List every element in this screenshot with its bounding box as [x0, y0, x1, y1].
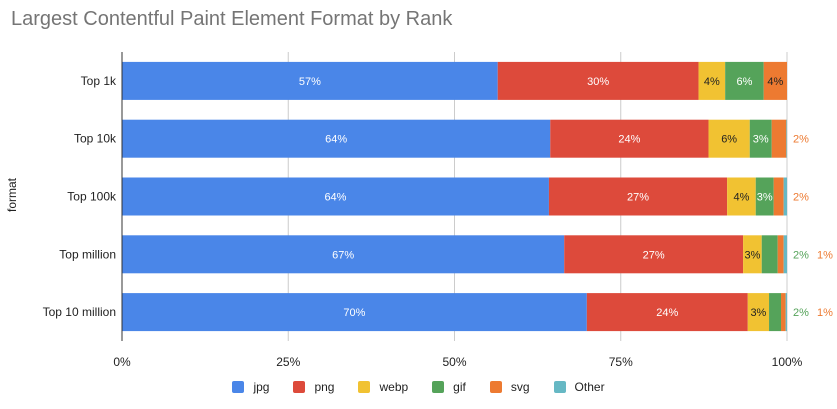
x-tick-label: 75% — [609, 355, 633, 369]
legend-swatch — [358, 381, 371, 393]
data-label: 1% — [817, 307, 833, 319]
bar-segment-png — [497, 61, 699, 100]
data-label: 2% — [793, 249, 809, 261]
data-label: 24% — [618, 134, 640, 146]
data-label: 70% — [343, 307, 365, 319]
legend-swatch — [489, 381, 502, 393]
bar-segment-jpg — [122, 293, 587, 332]
legend-item-gif[interactable]: gif — [432, 380, 466, 394]
bar-segment-gif — [769, 293, 782, 332]
category-label: Top 10 million — [43, 305, 116, 319]
x-tick-label: 100% — [772, 355, 803, 369]
legend-label: svg — [510, 380, 530, 394]
data-label: 27% — [627, 192, 649, 204]
bar-segment-other — [785, 293, 787, 332]
bar-segment-webp — [727, 177, 756, 216]
bar-segment-other — [783, 177, 787, 216]
bar-segment-png — [564, 235, 744, 274]
bar-segment-jpg — [122, 61, 498, 100]
data-label: 67% — [332, 249, 354, 261]
data-label: 27% — [643, 249, 665, 261]
data-label: 6% — [736, 76, 752, 88]
x-tick-label: 25% — [276, 355, 300, 369]
legend-item-webp[interactable]: webp — [358, 380, 408, 394]
category-label: Top million — [59, 247, 116, 261]
category-label: Top 1k — [81, 74, 117, 88]
legend: jpg png webp gif svg Other — [0, 380, 837, 394]
category-label: Top 100k — [67, 190, 117, 204]
chart-title: Largest Contentful Paint Element Format … — [11, 8, 453, 30]
data-label: 24% — [656, 307, 678, 319]
bar-segment-jpg — [122, 119, 551, 158]
legend-swatch — [553, 381, 566, 393]
bar-segment-webp — [698, 61, 726, 100]
bar-segment-svg — [777, 235, 784, 274]
data-label: 4% — [733, 192, 749, 204]
data-label: 3% — [757, 192, 773, 204]
bar-segment-png — [550, 119, 709, 158]
data-label: 2% — [793, 192, 809, 204]
data-label: 3% — [744, 249, 760, 261]
x-tick-label: 0% — [113, 355, 131, 369]
data-label: 64% — [325, 134, 347, 146]
bar-segment-svg — [771, 119, 787, 158]
data-label: 4% — [704, 76, 720, 88]
x-tick-label: 50% — [442, 355, 466, 369]
category-label: Top 10k — [74, 132, 117, 146]
legend-label: jpg — [253, 380, 270, 394]
legend-item-other[interactable]: Other — [553, 380, 605, 394]
bar-segment-other — [786, 119, 787, 158]
bar-segment-png — [586, 293, 748, 332]
legend-item-png[interactable]: png — [293, 380, 334, 394]
data-label: 30% — [587, 76, 609, 88]
data-label: 6% — [721, 134, 737, 146]
bar-segment-webp — [743, 235, 762, 274]
bar-segment-webp — [708, 119, 750, 158]
legend-item-jpg[interactable]: jpg — [232, 380, 269, 394]
legend-label: Other — [574, 380, 605, 394]
data-label: 2% — [793, 307, 809, 319]
bar-segment-jpg — [122, 235, 565, 274]
bar-segment-png — [548, 177, 728, 216]
data-label: 3% — [750, 307, 766, 319]
legend-label: png — [314, 380, 335, 394]
data-label: 57% — [299, 76, 321, 88]
bar-segment-gif — [725, 61, 764, 100]
legend-label: gif — [453, 380, 466, 394]
data-label: 2% — [793, 134, 809, 146]
bar-segment-webp — [747, 293, 770, 332]
legend-swatch — [432, 381, 445, 393]
data-label: 4% — [767, 76, 783, 88]
bar-segment-svg — [763, 61, 787, 100]
legend-item-svg[interactable]: svg — [489, 380, 530, 394]
data-label: 1% — [817, 249, 833, 261]
bar-segment-svg — [773, 177, 784, 216]
bar-segment-other — [783, 235, 787, 274]
data-label: 64% — [324, 192, 346, 204]
bar-segment-gif — [749, 119, 772, 158]
bar-segment-svg — [781, 293, 786, 332]
legend-swatch — [293, 381, 306, 393]
legend-label: webp — [379, 380, 409, 394]
bar-segment-gif — [761, 235, 778, 274]
bar-segment-gif — [755, 177, 774, 216]
legend-swatch — [232, 381, 245, 393]
data-label: 3% — [753, 134, 769, 146]
bar-segment-jpg — [122, 177, 549, 216]
